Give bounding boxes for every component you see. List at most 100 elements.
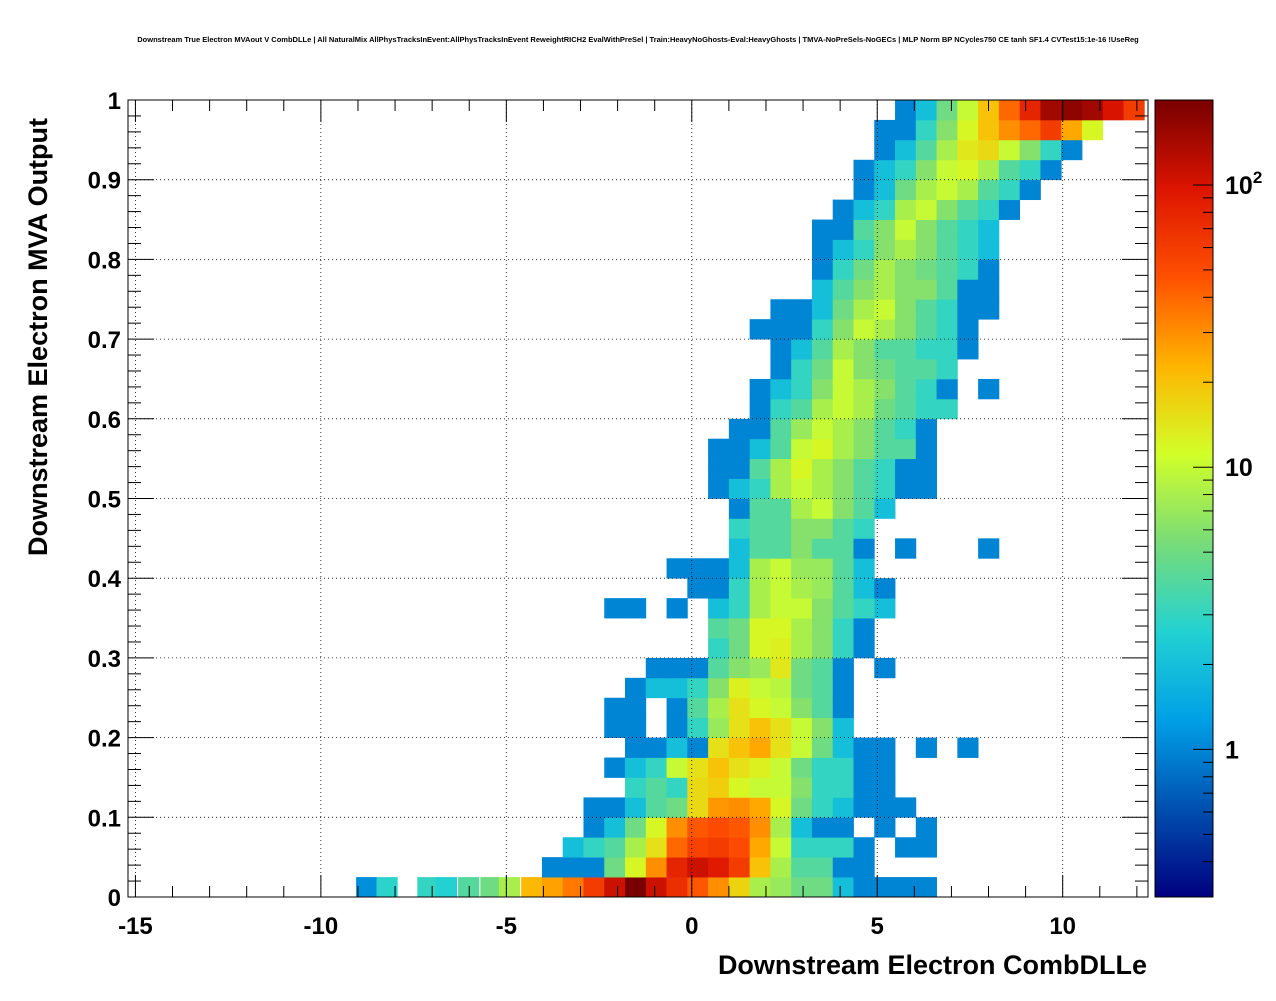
heatmap-cell bbox=[832, 618, 854, 639]
y-tick-label: 0.3 bbox=[88, 646, 121, 673]
heatmap-cell bbox=[728, 797, 751, 818]
heatmap-cell bbox=[791, 378, 813, 400]
heatmap-cell bbox=[915, 438, 937, 460]
heatmap-cell bbox=[978, 119, 1000, 141]
heatmap-cell bbox=[645, 877, 667, 898]
heatmap-cell bbox=[915, 259, 937, 280]
heatmap-cell bbox=[978, 239, 1000, 260]
heatmap-cell bbox=[832, 259, 854, 280]
heatmap-cell bbox=[770, 717, 792, 738]
heatmap-cell bbox=[832, 677, 854, 699]
heatmap-cell bbox=[811, 398, 834, 420]
heatmap-cell bbox=[728, 558, 751, 579]
heatmap-cell bbox=[895, 478, 917, 499]
heatmap-cell bbox=[853, 378, 875, 400]
heatmap-cell bbox=[625, 817, 647, 838]
heatmap-cell bbox=[811, 817, 834, 838]
heatmap-cell bbox=[998, 159, 1021, 181]
heatmap-cell bbox=[915, 100, 937, 121]
heatmap-cell bbox=[458, 877, 480, 898]
heatmap-cell bbox=[874, 797, 896, 818]
heatmap-cell bbox=[811, 578, 834, 599]
heatmap-cell bbox=[895, 319, 917, 340]
heatmap-cell bbox=[708, 438, 730, 460]
heatmap-cell bbox=[874, 259, 896, 280]
heatmap-cell bbox=[728, 757, 751, 778]
heatmap-cell bbox=[1040, 139, 1062, 161]
heatmap-cell bbox=[998, 100, 1021, 121]
heatmap-cell bbox=[666, 558, 688, 579]
heatmap-cell bbox=[625, 837, 647, 858]
heatmap-cell bbox=[645, 657, 667, 679]
heatmap-cell bbox=[604, 817, 626, 838]
heatmap-cell bbox=[853, 578, 875, 599]
heatmap-cell bbox=[853, 199, 875, 220]
heatmap-cell bbox=[791, 777, 813, 798]
chart-title: Downstream True Electron MVAout V CombDL… bbox=[137, 35, 1139, 44]
heatmap-cell bbox=[874, 757, 896, 778]
heatmap-cell bbox=[832, 498, 854, 519]
heatmap-cell bbox=[832, 637, 854, 659]
heatmap-cell bbox=[895, 279, 917, 300]
heatmap-cell bbox=[749, 438, 771, 460]
heatmap-cell bbox=[915, 299, 937, 320]
heatmap-cell bbox=[832, 697, 854, 719]
heatmap-cell bbox=[728, 578, 751, 599]
heatmap-cell bbox=[957, 139, 979, 161]
y-axis: 0 0.1 0.2 0.3 0.4 0.5 0.6 0.7 0.8 0.9 1 bbox=[88, 88, 1148, 912]
heatmap-cell bbox=[666, 677, 688, 699]
y-tick-label: 0 bbox=[108, 885, 121, 912]
heatmap-cell bbox=[978, 159, 1000, 181]
heatmap-cell bbox=[728, 637, 751, 659]
heatmap-cell bbox=[625, 598, 647, 619]
heatmap-cell bbox=[957, 179, 979, 201]
heatmap-cell bbox=[604, 877, 626, 898]
heatmap-cell bbox=[645, 777, 667, 798]
heatmap-cell bbox=[562, 837, 584, 858]
heatmap-cell bbox=[811, 219, 834, 240]
heatmap-cell bbox=[749, 677, 771, 699]
heatmap-cell bbox=[811, 418, 834, 440]
heatmap-cell bbox=[770, 857, 792, 878]
heatmap-cell bbox=[853, 398, 875, 420]
heatmap-cell bbox=[645, 797, 667, 818]
heatmap-cell bbox=[770, 598, 792, 619]
heatmap-cell bbox=[770, 618, 792, 639]
heatmap-cell bbox=[832, 518, 854, 539]
heatmap-cell bbox=[604, 757, 626, 778]
heatmap-cell bbox=[708, 717, 730, 738]
heatmap-cell bbox=[853, 538, 875, 559]
heatmap-cell bbox=[998, 179, 1021, 201]
heatmap-cell bbox=[853, 279, 875, 300]
heatmap-cell bbox=[811, 319, 834, 340]
heatmap-cell bbox=[791, 578, 813, 599]
heatmap-cell bbox=[832, 359, 854, 380]
heatmap-cell bbox=[895, 458, 917, 479]
heatmap-cell bbox=[957, 239, 979, 260]
heatmap-cell bbox=[708, 757, 730, 778]
heatmap-cell bbox=[957, 279, 979, 300]
heatmap-cell bbox=[770, 339, 792, 360]
heatmap-cell bbox=[791, 538, 813, 559]
heatmap-cell bbox=[770, 578, 792, 599]
heatmap-cell bbox=[666, 657, 688, 679]
heatmap-cell bbox=[811, 757, 834, 778]
heatmap-cell bbox=[749, 657, 771, 679]
heatmap-cell bbox=[749, 518, 771, 539]
heatmap-cell bbox=[832, 478, 854, 499]
heatmap-cell bbox=[895, 339, 917, 360]
heatmap-cell bbox=[811, 737, 834, 758]
x-tick-label: 10 bbox=[1049, 913, 1076, 940]
heatmap-cell bbox=[895, 259, 917, 280]
heatmap-cell bbox=[915, 817, 937, 838]
heatmap-cell bbox=[666, 817, 688, 838]
heatmap-cell bbox=[749, 717, 771, 738]
heatmap-cell bbox=[687, 837, 709, 858]
heatmap-cell bbox=[687, 797, 709, 818]
heatmap-cell bbox=[895, 239, 917, 260]
heatmap-cell bbox=[583, 837, 605, 858]
heatmap-cell bbox=[687, 657, 709, 679]
heatmap-cell bbox=[832, 239, 854, 260]
heatmap-cell bbox=[1019, 100, 1041, 121]
heatmap-cell bbox=[625, 797, 647, 818]
